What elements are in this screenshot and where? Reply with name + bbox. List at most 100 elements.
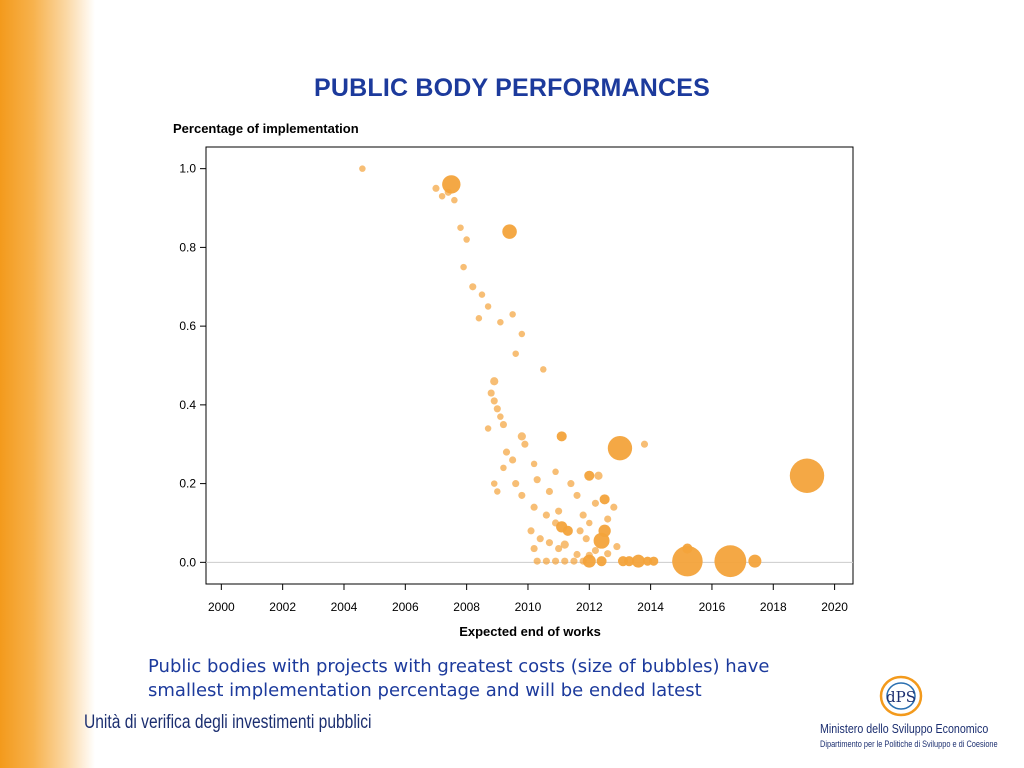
bubble-point: [484, 425, 492, 432]
bubble-point: [499, 420, 507, 429]
bubble-point: [596, 556, 607, 567]
bubble-point: [442, 175, 461, 194]
bubble-point: [512, 350, 519, 357]
logo-text: dPS: [886, 688, 916, 706]
side-accent-band: [0, 0, 95, 768]
x-tick-label: 2016: [699, 600, 726, 614]
footer-unit-name: Unità di verifica degli investimenti pub…: [84, 712, 372, 733]
bubble-point: [579, 557, 587, 565]
bubble-point: [552, 519, 560, 527]
bubble-point: [607, 436, 633, 461]
bubble-point: [585, 551, 593, 559]
y-axis: 0.0 0.2 0.4 0.6 0.8 1.0: [179, 162, 206, 569]
bubbles: [359, 165, 825, 578]
bubble-point: [624, 556, 635, 567]
bubble-point: [586, 519, 593, 527]
y-tick-label: 0.8: [179, 240, 196, 254]
bubble-point: [359, 165, 366, 172]
x-tick-label: 2018: [760, 600, 787, 614]
bubble-point: [672, 545, 703, 577]
bubble-point: [463, 236, 470, 243]
bubble-point: [610, 503, 618, 511]
ministry-name: Ministero dello Sviluppo Economico: [820, 721, 989, 736]
bubble-point: [556, 431, 567, 442]
bubble-point: [530, 503, 538, 511]
bubble-point: [536, 535, 544, 543]
y-axis-title: Percentage of implementation: [173, 121, 359, 136]
bubble-point: [545, 539, 553, 547]
bubble-point: [533, 557, 541, 565]
bubble-point: [682, 543, 693, 554]
bubble-point: [540, 366, 547, 373]
bubble-point: [490, 397, 498, 405]
bubble-point: [484, 303, 492, 310]
bubble-point: [584, 470, 595, 481]
bubble-point: [509, 311, 516, 318]
y-tick-label: 0.0: [179, 555, 196, 569]
x-tick-label: 2020: [821, 600, 848, 614]
bubble-point: [604, 515, 612, 523]
x-axis-title: Expected end of works: [459, 624, 601, 639]
bubble-point: [714, 545, 747, 578]
bubble-point: [598, 524, 611, 538]
bubble-point: [560, 540, 569, 549]
bubble-point: [591, 546, 599, 555]
x-tick-label: 2000: [208, 600, 235, 614]
bubble-point: [502, 224, 517, 239]
bubble-point: [542, 511, 550, 519]
bubble-point: [530, 460, 538, 468]
bubble-point: [500, 464, 507, 472]
bubble-point: [582, 535, 590, 543]
bubble-point: [579, 511, 587, 519]
bubble-point: [457, 224, 464, 231]
bubble-point: [530, 545, 538, 553]
bubble-point: [599, 494, 610, 505]
bubble-point: [512, 480, 520, 488]
x-tick-label: 2002: [269, 600, 296, 614]
bubble-point: [469, 283, 477, 291]
caption-line-1: Public bodies with projects with greates…: [148, 656, 770, 677]
chart-caption: Public bodies with projects with greates…: [148, 655, 868, 703]
x-tick-label: 2004: [331, 600, 358, 614]
bubble-point: [517, 432, 526, 441]
bubble-point: [582, 554, 596, 568]
bubble-point: [561, 557, 569, 565]
bubble-point: [451, 196, 458, 204]
bubble-point: [490, 480, 498, 487]
plot-frame: [205, 146, 854, 585]
x-tick-label: 2012: [576, 600, 603, 614]
x-tick-label: 2006: [392, 600, 419, 614]
bubble-point: [613, 543, 621, 551]
y-tick-label: 0.6: [179, 319, 196, 333]
bubble-point: [518, 330, 526, 338]
bubble-point: [562, 525, 573, 536]
bubble-point: [478, 291, 486, 298]
slide-title: PUBLIC BODY PERFORMANCES: [313, 74, 711, 102]
bubble-point: [570, 557, 578, 565]
bubble-point: [509, 456, 517, 464]
y-tick-label: 0.2: [179, 477, 196, 491]
bubble-point: [591, 499, 599, 507]
bubble-point: [432, 184, 440, 192]
bubble-point: [552, 468, 559, 476]
bubble-point: [502, 448, 511, 456]
bubble-point: [533, 476, 541, 484]
bubble-point: [573, 491, 581, 499]
y-tick-label: 0.4: [179, 398, 196, 412]
x-tick-label: 2010: [515, 600, 542, 614]
bubble-point: [640, 440, 649, 448]
bubble-point: [438, 192, 446, 200]
bubble-point: [494, 488, 501, 495]
bubble-point: [518, 491, 526, 499]
bubble-point: [789, 458, 825, 493]
bubble-point: [631, 554, 645, 568]
bubble-point: [594, 471, 603, 480]
bubble-point: [567, 480, 575, 488]
bubble-point: [487, 389, 495, 397]
bubble-point: [576, 527, 584, 535]
bubble-point: [475, 315, 483, 322]
bubble-point: [493, 405, 501, 413]
y-tick-label: 1.0: [179, 162, 196, 176]
bubble-point: [545, 487, 553, 496]
